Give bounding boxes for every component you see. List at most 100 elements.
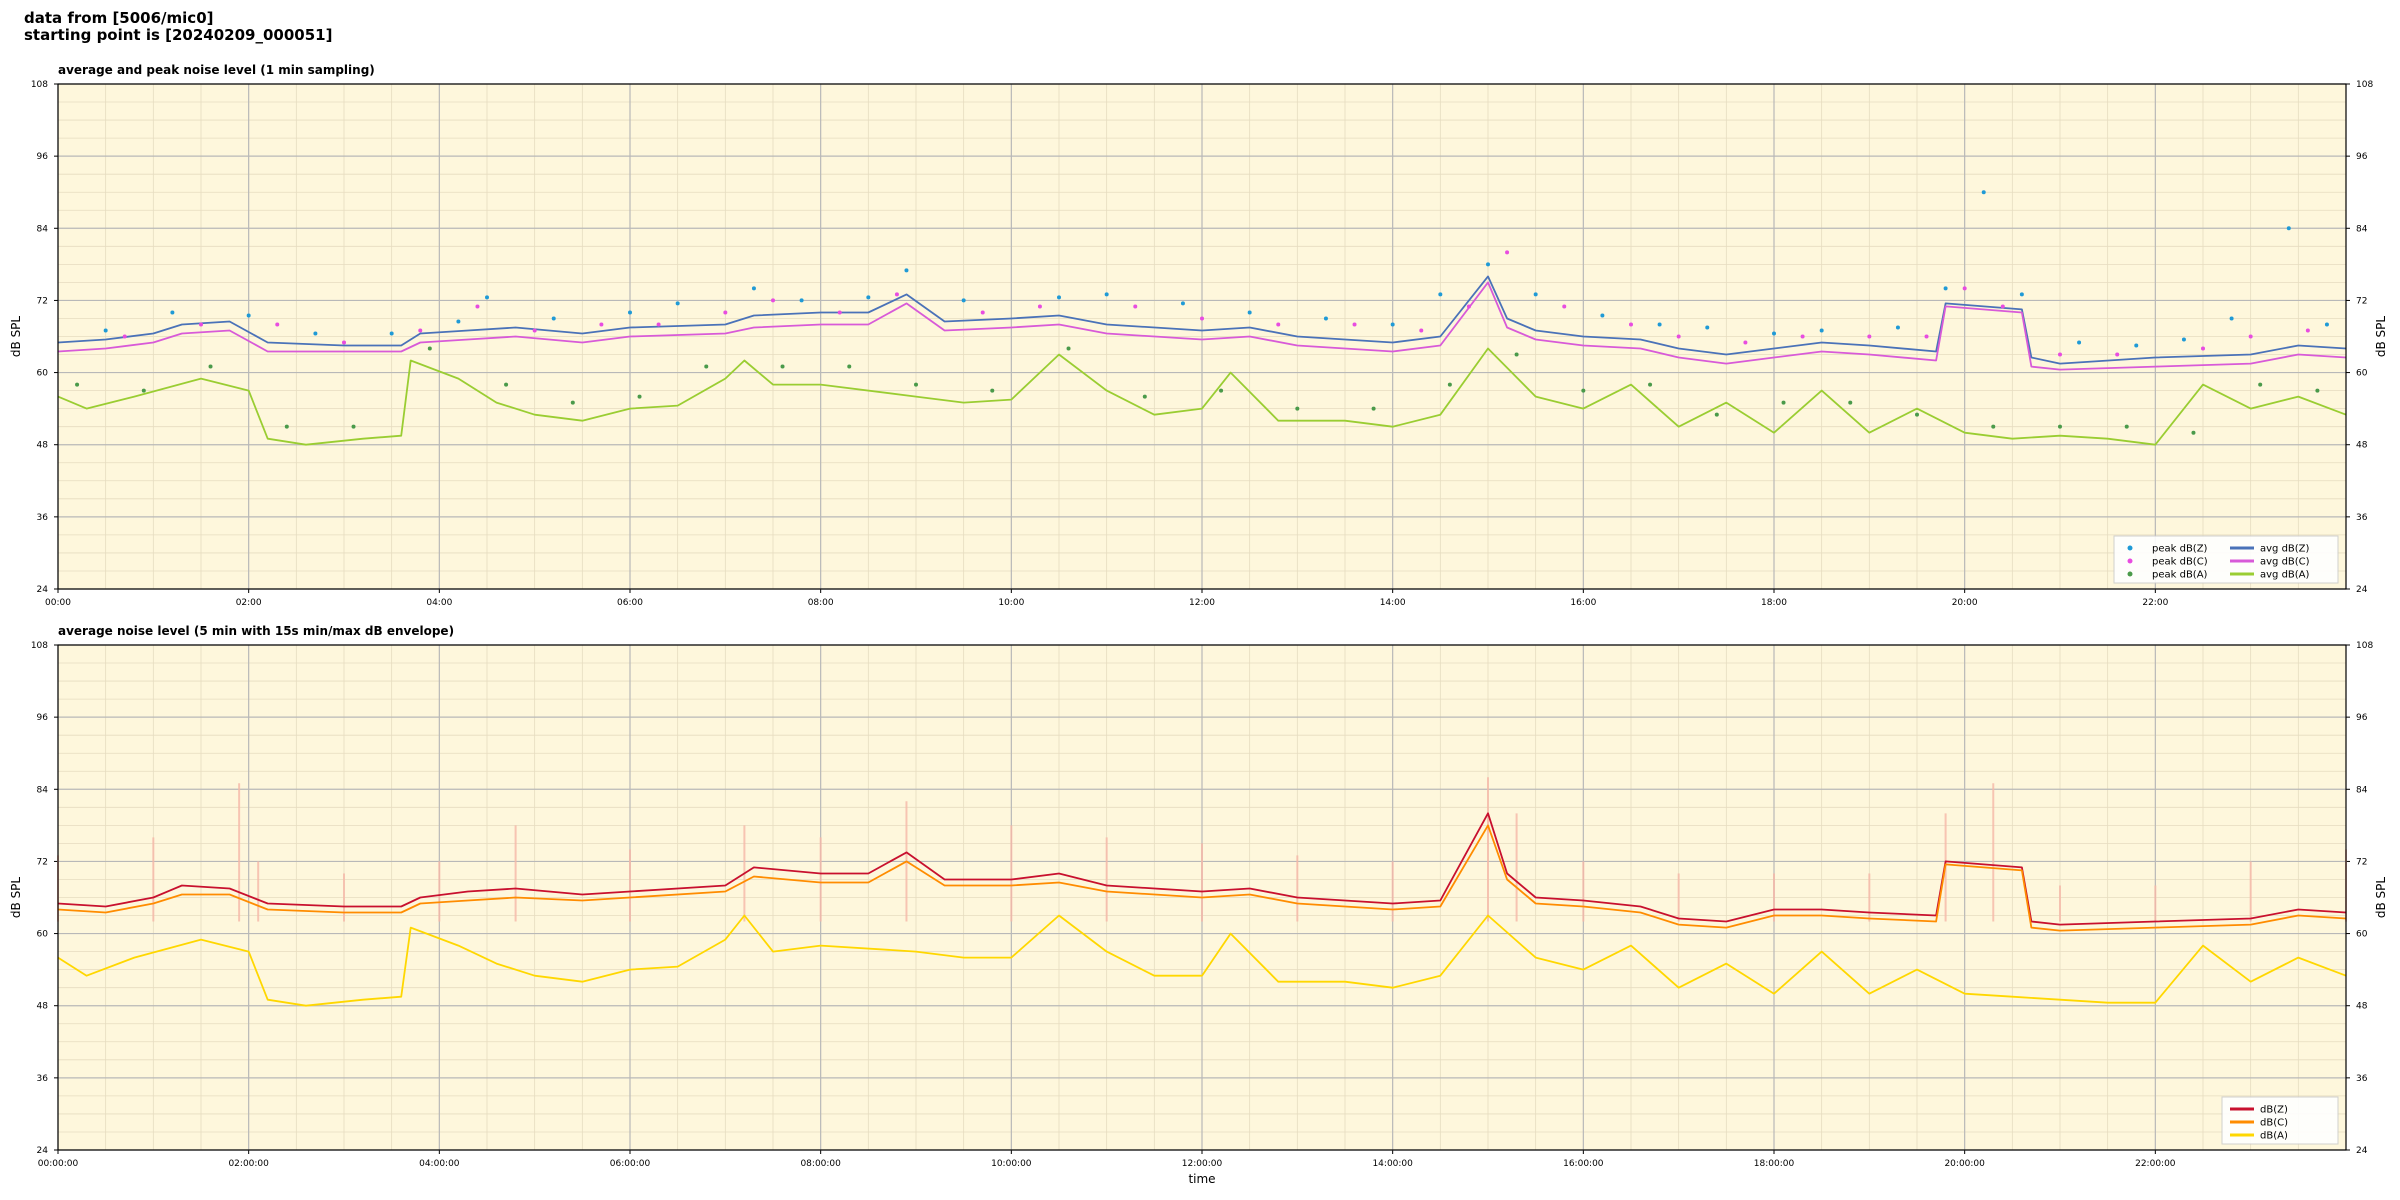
chart1-point-peak-db-z-	[2077, 340, 2082, 345]
chart1-point-peak-db-z-	[313, 331, 318, 336]
chart1-point-peak-db-a-	[1219, 388, 1224, 393]
chart1-legend-label: peak dB(Z)	[2152, 544, 2208, 555]
chart2-title: average noise level (5 min with 15s min/…	[58, 624, 454, 638]
chart1-point-peak-db-a-	[1714, 412, 1719, 417]
chart1-point-peak-db-a-	[2191, 430, 2196, 435]
chart1-point-peak-db-c-	[122, 334, 127, 339]
chart2-ytick-label-left: 60	[37, 930, 49, 940]
chart2-ytick-label-right: 24	[2356, 1146, 2368, 1156]
chart1-point-peak-db-a-	[141, 388, 146, 393]
chart1-point-peak-db-c-	[1037, 304, 1042, 309]
chart2-xtick-label: 20:00:00	[1944, 1159, 1985, 1169]
chart1-point-peak-db-c-	[1505, 250, 1510, 255]
chart1-point-peak-db-c-	[894, 292, 899, 297]
chart1-line-avg-db-z-	[57, 275, 2347, 365]
chart1-point-peak-db-z-	[1657, 322, 1662, 327]
chart1-point-peak-db-c-	[1867, 334, 1872, 339]
chart2-legend-label: dB(C)	[2260, 1118, 2288, 1129]
chart1-point-peak-db-c-	[1562, 304, 1567, 309]
chart1-point-peak-db-z-	[628, 310, 632, 315]
chart1-point-peak-db-a-	[284, 424, 289, 429]
chart1-point-peak-db-a-	[847, 364, 852, 369]
chart1-ytick-label-left: 96	[37, 152, 49, 162]
start-line: starting point is [20240209_000051]	[24, 26, 333, 44]
chart1-point-peak-db-c-	[2201, 346, 2205, 351]
chart1-point-peak-db-c-	[2000, 304, 2005, 309]
chart1-xtick-label: 14:00	[1380, 598, 1406, 608]
chart2-ytick-label-left: 108	[31, 641, 48, 651]
chart1-point-peak-db-z-	[751, 286, 756, 291]
chart1-point-peak-db-z-	[1533, 292, 1538, 297]
chart1-point-peak-db-c-	[532, 328, 537, 333]
chart1-point-peak-db-z-	[1323, 316, 1328, 321]
chart1-point-peak-db-a-	[2058, 424, 2062, 429]
chart1-legend-swatch	[2127, 571, 2133, 577]
chart1-legend-label: avg dB(A)	[2260, 570, 2310, 581]
chart1-xtick-label: 04:00	[426, 598, 452, 608]
chart1-legend-label: peak dB(C)	[2152, 557, 2208, 568]
chart1-xtick-label: 12:00	[1189, 598, 1215, 608]
chart2-ytick-label-right: 36	[2356, 1074, 2368, 1084]
chart1-point-peak-db-a-	[1581, 388, 1586, 393]
chart2-ytick-label-left: 84	[37, 785, 49, 795]
chart1-point-peak-db-a-	[780, 364, 785, 369]
chart2-xtick-label: 16:00:00	[1563, 1159, 1604, 1169]
chart1-point-peak-db-a-	[1142, 394, 1147, 399]
chart1-point-peak-db-z-	[1486, 262, 1490, 267]
chart1-point-peak-db-c-	[2058, 352, 2062, 357]
chart1-point-peak-db-c-	[2305, 328, 2310, 333]
chart1-ytick-label-right: 48	[2356, 441, 2368, 451]
chart1-point-peak-db-z-	[551, 316, 556, 321]
chart1-point-peak-db-a-	[208, 364, 213, 369]
chart1-legend-swatch	[2127, 545, 2133, 551]
chart1-point-peak-db-a-	[990, 388, 995, 393]
chart1-point-peak-db-c-	[1743, 340, 1748, 345]
chart1-point-peak-db-z-	[1895, 325, 1900, 330]
chart1-point-peak-db-a-	[1915, 412, 1919, 417]
chart1-point-peak-db-z-	[1705, 325, 1710, 330]
chart1-point-peak-db-z-	[1438, 292, 1443, 297]
chart1-ytick-label-right: 96	[2356, 152, 2368, 162]
chart1-point-peak-db-c-	[199, 322, 203, 327]
chart1-point-peak-db-a-	[2258, 382, 2263, 387]
chart2-xtick-label: 14:00:00	[1372, 1159, 1413, 1169]
chart2-line-db-a-	[57, 914, 2347, 1007]
chart1-ytick-label-left: 48	[37, 441, 49, 451]
chart2-ytick-label-right: 60	[2356, 930, 2368, 940]
chart1-point-peak-db-a-	[914, 382, 918, 387]
chart1-point-peak-db-a-	[1991, 424, 1996, 429]
chart1-point-peak-db-c-	[1200, 316, 1204, 321]
chart1-point-peak-db-z-	[246, 313, 251, 318]
chart2-legend-label: dB(A)	[2260, 1131, 2288, 1142]
chart2-xtick-label: 08:00:00	[800, 1159, 841, 1169]
chart2-frame	[57, 644, 2347, 1151]
chart1-point-peak-db-z-	[485, 295, 489, 300]
chart1-xtick-label: 08:00	[808, 598, 834, 608]
chart1-line-avg-db-a-	[57, 347, 2347, 446]
chart1-point-peak-db-z-	[1600, 313, 1605, 318]
chart1-point-peak-db-c-	[275, 322, 280, 327]
chart1-point-peak-db-z-	[2229, 316, 2234, 321]
chart1-xtick-label: 18:00	[1761, 598, 1787, 608]
chart1-point-peak-db-z-	[2134, 343, 2139, 348]
chart1-point-peak-db-a-	[1648, 382, 1653, 387]
chart1-point-peak-db-c-	[2115, 352, 2120, 357]
chart1-ytick-label-left: 108	[31, 80, 48, 90]
chart2-xtick-label: 02:00:00	[228, 1159, 269, 1169]
chart1-point-peak-db-c-	[1676, 334, 1681, 339]
chart1-point-peak-db-z-	[675, 301, 680, 306]
chart1-point-peak-db-c-	[1629, 322, 1633, 327]
chart1-point-peak-db-z-	[2286, 226, 2291, 231]
chart1-point-peak-db-z-	[2019, 292, 2024, 297]
chart1-point-peak-db-z-	[1247, 310, 1252, 315]
chart1-xtick-label: 10:00	[998, 598, 1024, 608]
chart2-ytick-label-right: 84	[2356, 785, 2368, 795]
chart1-legend-label: avg dB(Z)	[2260, 544, 2310, 555]
chart1-point-peak-db-z-	[866, 295, 871, 300]
chart1-point-peak-db-a-	[1371, 406, 1376, 411]
chart2-xtick-label: 22:00:00	[2135, 1159, 2176, 1169]
chart2-xtick-label: 00:00:00	[38, 1159, 79, 1169]
chart2-ytick-label-right: 48	[2356, 1002, 2368, 1012]
chart1-point-peak-db-a-	[1447, 382, 1452, 387]
chart1-point-peak-db-a-	[637, 394, 642, 399]
